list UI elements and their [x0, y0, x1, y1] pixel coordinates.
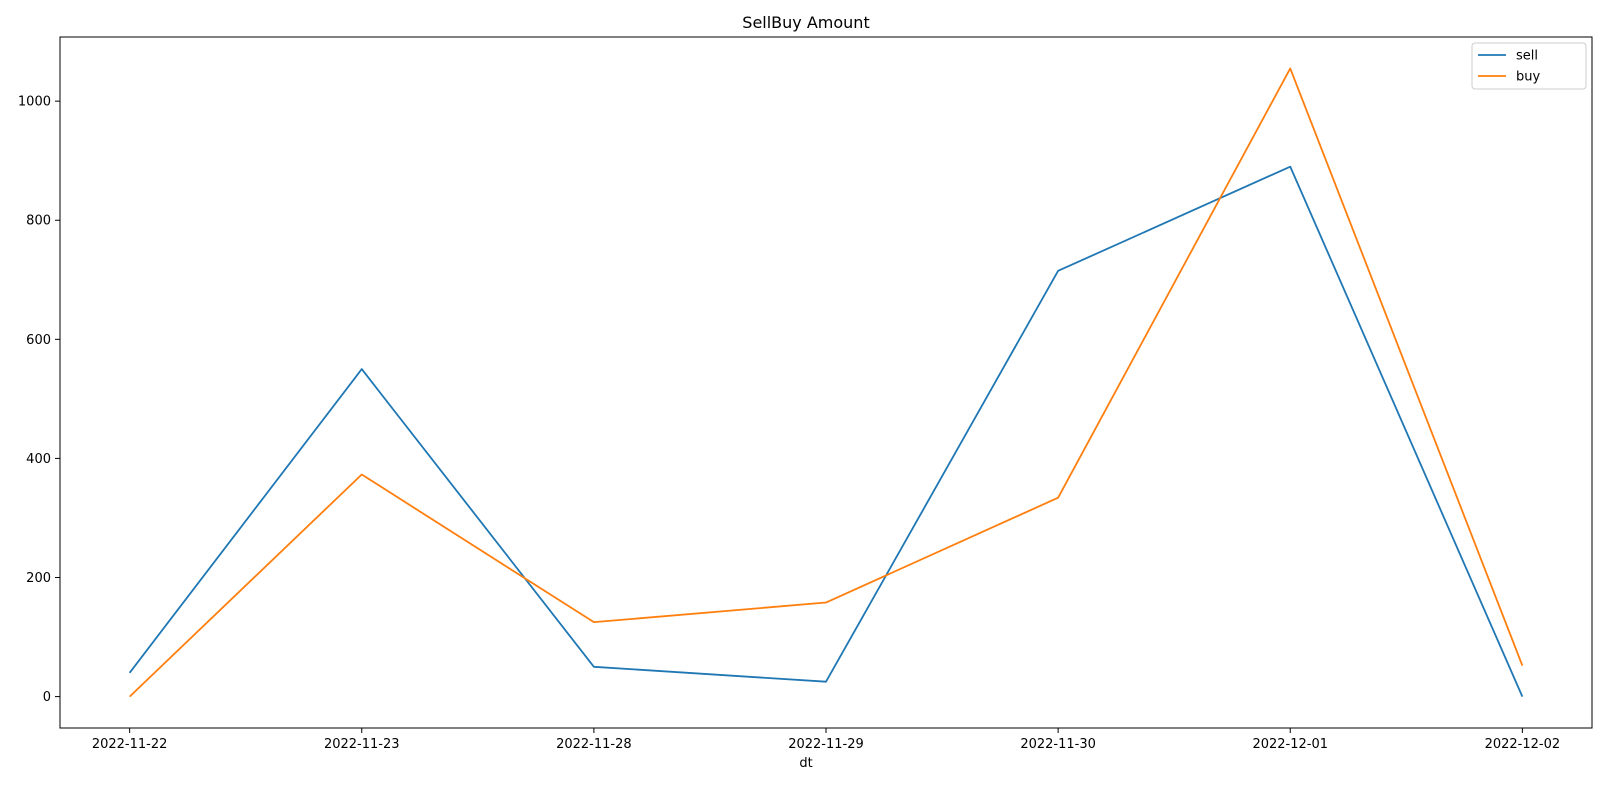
series-line-buy	[129, 67, 1524, 698]
x-tick-label: 2022-11-23	[324, 737, 400, 752]
x-axis: 2022-11-22 2022-11-23 2022-11-28 2022-11-29…	[92, 728, 1560, 752]
x-tick-label: 2022-11-28	[556, 737, 632, 752]
y-tick-label: 800	[26, 214, 51, 229]
legend-label-sell: sell	[1516, 49, 1538, 64]
plot-area	[59, 36, 1593, 729]
y-tick-label: 600	[26, 333, 51, 348]
series-layer	[128, 67, 1524, 698]
y-tick-label: 1000	[18, 95, 51, 110]
x-axis-label: dt	[799, 756, 812, 771]
x-tick-label: 2022-11-22	[92, 737, 168, 752]
y-tick-label: 0	[43, 690, 51, 705]
series-line-sell	[128, 165, 1524, 697]
y-tick-label: 200	[26, 571, 51, 586]
x-tick-label: 2022-12-01	[1252, 737, 1328, 752]
x-tick-label: 2022-12-02	[1485, 737, 1561, 752]
y-axis: 0 200 400 600 800 1000	[18, 95, 60, 705]
legend: sell buy	[1471, 42, 1587, 90]
x-tick-label: 2022-11-29	[788, 737, 864, 752]
x-tick-label: 2022-11-30	[1020, 737, 1096, 752]
chart-title: SellBuy Amount	[742, 13, 869, 32]
legend-label-buy: buy	[1516, 70, 1540, 85]
y-tick-label: 400	[26, 452, 51, 467]
